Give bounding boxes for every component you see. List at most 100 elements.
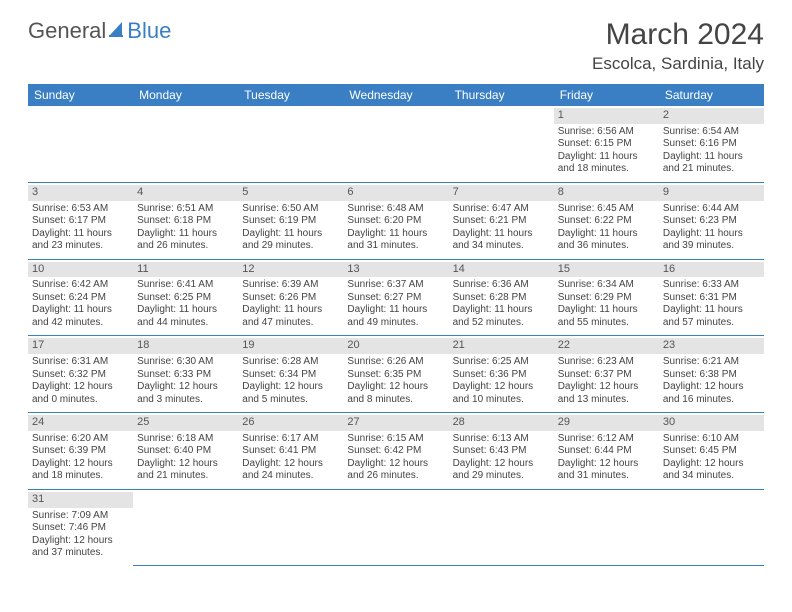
daylight-1: Daylight: 12 hours: [453, 381, 550, 394]
calendar-cell: 18 Sunrise: 6:30 AMSunset: 6:33 PMDayligh…: [133, 336, 238, 413]
daylight-1: Daylight: 11 hours: [242, 228, 339, 241]
sunset: Sunset: 6:19 PM: [242, 215, 339, 228]
daylight-1: Daylight: 12 hours: [663, 458, 760, 471]
day-number: 16: [659, 262, 764, 278]
day-number: 31: [28, 492, 133, 508]
daylight-1: Daylight: 12 hours: [32, 535, 129, 548]
sunrise: Sunrise: 6:23 AM: [558, 356, 655, 369]
day-number: 6: [343, 185, 448, 201]
day-number: 29: [554, 415, 659, 431]
daylight-2: and 5 minutes.: [242, 394, 339, 407]
sunrise: Sunrise: 6:12 AM: [558, 433, 655, 446]
calendar-cell: 20Sunrise: 6:26 AMSunset: 6:35 PMDayligh…: [343, 336, 448, 413]
calendar-cell: 14Sunrise: 6:36 AMSunset: 6:28 PMDayligh…: [449, 259, 554, 336]
sunset: Sunset: 7:46 PM: [32, 522, 129, 535]
calendar-cell: [133, 489, 238, 565]
day-number: 18: [133, 338, 238, 354]
sunrise: Sunrise: 6:33 AM: [663, 279, 760, 292]
day-number: 7: [449, 185, 554, 201]
sunrise: Sunrise: 6:26 AM: [347, 356, 444, 369]
daylight-2: and 26 minutes.: [137, 240, 234, 253]
weekday-header: Friday: [554, 84, 659, 106]
daylight-2: and 39 minutes.: [663, 240, 760, 253]
logo-text-2: Blue: [127, 18, 171, 44]
daylight-2: and 57 minutes.: [663, 317, 760, 330]
calendar-cell: 11Sunrise: 6:41 AMSunset: 6:25 PMDayligh…: [133, 259, 238, 336]
calendar-cell: 5Sunrise: 6:50 AMSunset: 6:19 PMDaylight…: [238, 182, 343, 259]
daylight-1: Daylight: 12 hours: [453, 458, 550, 471]
month-title: March 2024: [592, 18, 764, 52]
daylight-1: Daylight: 11 hours: [663, 228, 760, 241]
day-number: 2: [659, 108, 764, 124]
calendar-cell: 22Sunrise: 6:23 AMSunset: 6:37 PMDayligh…: [554, 336, 659, 413]
daylight-1: Daylight: 11 hours: [453, 304, 550, 317]
sunrise: Sunrise: 6:30 AM: [137, 356, 234, 369]
calendar-cell: [659, 489, 764, 565]
day-number: 21: [449, 338, 554, 354]
title-block: March 2024 Escolca, Sardinia, Italy: [592, 18, 764, 74]
calendar-cell: 17Sunrise: 6:31 AMSunset: 6:32 PMDayligh…: [28, 336, 133, 413]
day-number: 13: [343, 262, 448, 278]
sunset: Sunset: 6:16 PM: [663, 138, 760, 151]
weekday-header: Sunday: [28, 84, 133, 106]
daylight-2: and 10 minutes.: [453, 394, 550, 407]
sunset: Sunset: 6:28 PM: [453, 292, 550, 305]
sunrise: Sunrise: 6:17 AM: [242, 433, 339, 446]
sunrise: Sunrise: 6:21 AM: [663, 356, 760, 369]
sunset: Sunset: 6:24 PM: [32, 292, 129, 305]
calendar-cell: 19Sunrise: 6:28 AMSunset: 6:34 PMDayligh…: [238, 336, 343, 413]
daylight-1: Daylight: 11 hours: [347, 228, 444, 241]
calendar-cell: [28, 106, 133, 182]
sunrise: Sunrise: 6:45 AM: [558, 203, 655, 216]
location: Escolca, Sardinia, Italy: [592, 54, 764, 74]
day-number: 9: [659, 185, 764, 201]
daylight-1: Daylight: 12 hours: [32, 381, 129, 394]
daylight-1: Daylight: 11 hours: [32, 228, 129, 241]
day-number: 11: [133, 262, 238, 278]
day-number: 3: [28, 185, 133, 201]
logo: General Blue: [28, 18, 171, 44]
daylight-2: and 34 minutes.: [453, 240, 550, 253]
sunrise: Sunrise: 6:18 AM: [137, 433, 234, 446]
sunset: Sunset: 6:33 PM: [137, 369, 234, 382]
sunset: Sunset: 6:38 PM: [663, 369, 760, 382]
sunset: Sunset: 6:34 PM: [242, 369, 339, 382]
sunset: Sunset: 6:36 PM: [453, 369, 550, 382]
daylight-1: Daylight: 11 hours: [242, 304, 339, 317]
daylight-2: and 13 minutes.: [558, 394, 655, 407]
daylight-1: Daylight: 11 hours: [137, 304, 234, 317]
sunrise: Sunrise: 6:15 AM: [347, 433, 444, 446]
daylight-2: and 8 minutes.: [347, 394, 444, 407]
calendar-cell: 6Sunrise: 6:48 AMSunset: 6:20 PMDaylight…: [343, 182, 448, 259]
daylight-2: and 55 minutes.: [558, 317, 655, 330]
day-number: 25: [133, 415, 238, 431]
calendar-cell: 12Sunrise: 6:39 AMSunset: 6:26 PMDayligh…: [238, 259, 343, 336]
daylight-1: Daylight: 11 hours: [663, 304, 760, 317]
sunset: Sunset: 6:23 PM: [663, 215, 760, 228]
sunrise: Sunrise: 6:41 AM: [137, 279, 234, 292]
sunset: Sunset: 6:32 PM: [32, 369, 129, 382]
sunrise: Sunrise: 6:47 AM: [453, 203, 550, 216]
day-number: 26: [238, 415, 343, 431]
daylight-2: and 44 minutes.: [137, 317, 234, 330]
sunset: Sunset: 6:45 PM: [663, 445, 760, 458]
sunrise: Sunrise: 6:50 AM: [242, 203, 339, 216]
sunrise: Sunrise: 6:44 AM: [663, 203, 760, 216]
daylight-1: Daylight: 11 hours: [663, 151, 760, 164]
daylight-2: and 31 minutes.: [347, 240, 444, 253]
sunrise: Sunrise: 6:48 AM: [347, 203, 444, 216]
weekday-header: Thursday: [449, 84, 554, 106]
daylight-1: Daylight: 12 hours: [137, 381, 234, 394]
daylight-1: Daylight: 12 hours: [242, 381, 339, 394]
calendar-cell: [343, 106, 448, 182]
calendar-cell: 21Sunrise: 6:25 AMSunset: 6:36 PMDayligh…: [449, 336, 554, 413]
day-number: 1: [554, 108, 659, 124]
daylight-2: and 36 minutes.: [558, 240, 655, 253]
day-number: 22: [554, 338, 659, 354]
calendar-cell: 1Sunrise: 6:56 AMSunset: 6:15 PMDaylight…: [554, 106, 659, 182]
calendar-cell: [554, 489, 659, 565]
daylight-2: and 29 minutes.: [242, 240, 339, 253]
daylight-2: and 24 minutes.: [242, 470, 339, 483]
sunset: Sunset: 6:17 PM: [32, 215, 129, 228]
day-number: 15: [554, 262, 659, 278]
